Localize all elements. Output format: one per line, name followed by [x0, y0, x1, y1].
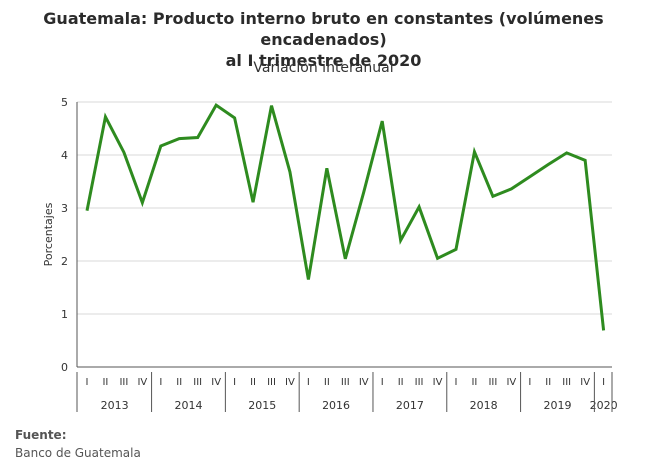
x-quarter-label: II — [545, 377, 551, 388]
x-year-label: 2014 — [174, 399, 202, 412]
x-year-label: 2020 — [590, 399, 618, 412]
y-tick-label: 3 — [61, 202, 68, 215]
x-quarter-label: I — [233, 377, 236, 388]
x-year-label: 2017 — [396, 399, 424, 412]
x-quarter-label: I — [602, 377, 605, 388]
x-quarter-label: II — [176, 377, 182, 388]
source-text: Banco de Guatemala — [15, 446, 141, 460]
chart-subtitle: Variación interanual — [253, 60, 394, 76]
x-quarter-label: I — [86, 377, 89, 388]
x-year-label: 2019 — [543, 399, 571, 412]
x-year-label: 2015 — [248, 399, 276, 412]
series-line — [85, 103, 606, 331]
y-tick-label: 2 — [61, 255, 68, 268]
chart-title-line1: Guatemala: Producto interno bruto en con… — [43, 9, 604, 49]
chart-title: Guatemala: Producto interno bruto en con… — [0, 8, 647, 71]
x-quarter-label: III — [562, 377, 571, 388]
x-quarter-label: IV — [211, 377, 221, 388]
x-quarter-label: III — [119, 377, 128, 388]
x-year-label: 2016 — [322, 399, 350, 412]
x-quarter-label: I — [159, 377, 162, 388]
x-quarter-label: IV — [285, 377, 295, 388]
y-tick-label: 4 — [61, 149, 68, 162]
x-year-label: 2013 — [101, 399, 129, 412]
y-tick-label: 1 — [61, 308, 68, 321]
y-tick-label: 0 — [61, 361, 68, 374]
x-quarter-label: III — [267, 377, 276, 388]
y-tick-label: 5 — [61, 96, 68, 109]
chart-title-line2: al I trimestre de 2020 — [225, 51, 422, 70]
x-quarter-label: I — [381, 377, 384, 388]
x-quarter-label: IV — [359, 377, 369, 388]
x-year-label: 2018 — [470, 399, 498, 412]
x-quarter-label: IV — [137, 377, 147, 388]
y-axis-label: Porcentajes — [42, 202, 55, 266]
x-quarter-label: III — [341, 377, 350, 388]
x-quarter-label: III — [193, 377, 202, 388]
x-quarter-label: I — [528, 377, 531, 388]
x-quarter-label: II — [102, 377, 108, 388]
x-quarter-label: II — [324, 377, 330, 388]
x-quarter-label: I — [455, 377, 458, 388]
x-quarter-label: I — [307, 377, 310, 388]
x-quarter-label: IV — [433, 377, 443, 388]
x-quarter-label: II — [471, 377, 477, 388]
x-quarter-label: III — [415, 377, 424, 388]
x-quarter-label: II — [398, 377, 404, 388]
x-quarter-label: IV — [506, 377, 516, 388]
source-label: Fuente: — [15, 428, 67, 442]
x-quarter-label: III — [488, 377, 497, 388]
x-quarter-label: IV — [580, 377, 590, 388]
x-quarter-label: II — [250, 377, 256, 388]
